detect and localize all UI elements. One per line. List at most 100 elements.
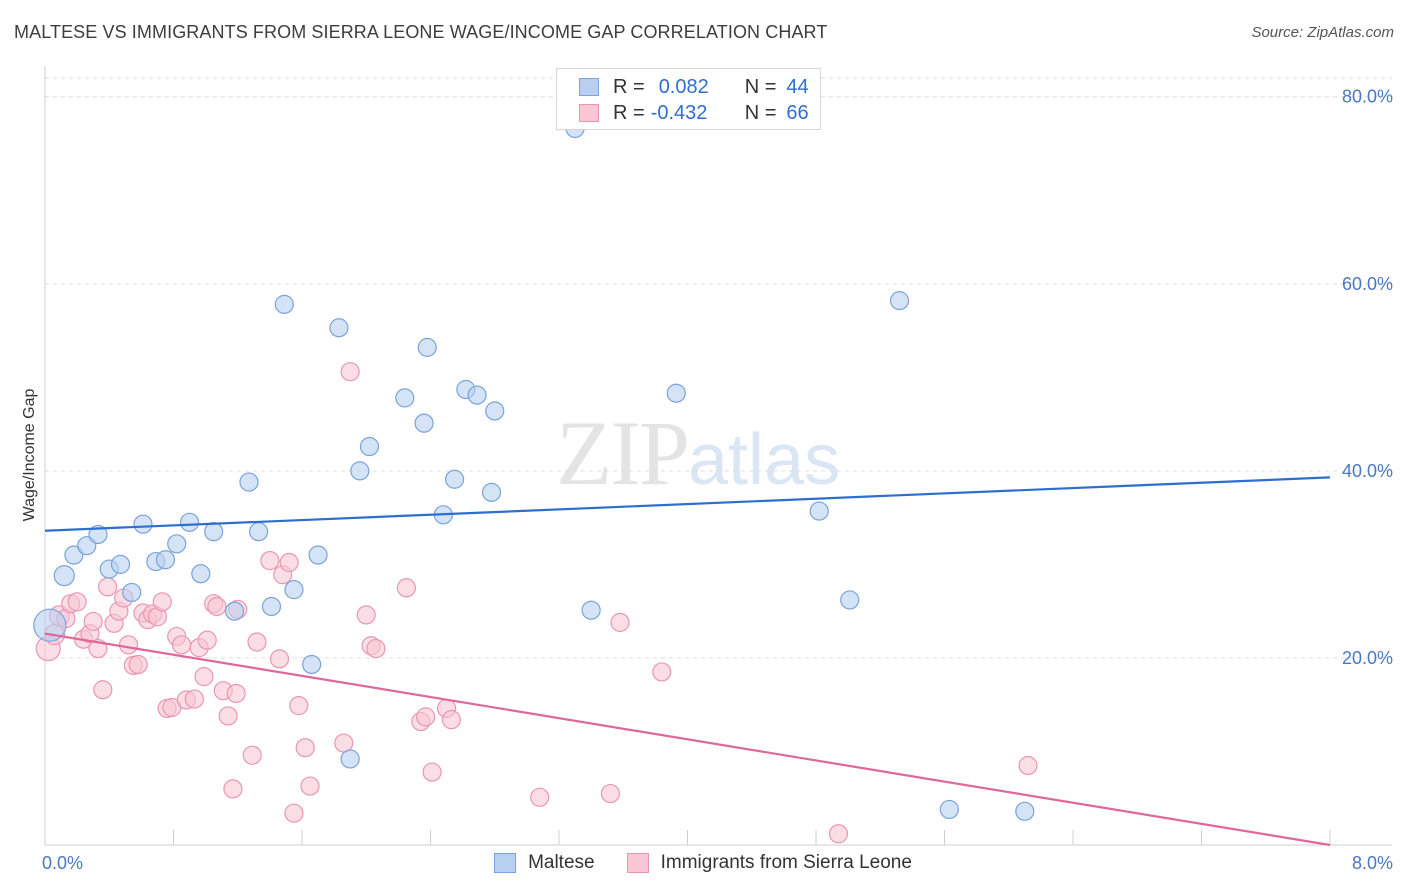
sierra-leone-point	[260, 551, 280, 571]
maltese-point	[444, 469, 465, 489]
maltese-point	[414, 413, 434, 433]
maltese-point	[308, 545, 328, 565]
legend-swatch-maltese	[494, 853, 517, 873]
sierra-leone-point	[340, 362, 360, 382]
sierra-leone-trend-line	[44, 632, 1331, 847]
sierra-leone-swatch	[579, 104, 599, 122]
maltese-point	[581, 600, 601, 620]
sierra-leone-point	[269, 649, 290, 669]
maltese-point	[350, 461, 370, 481]
maltese-swatch	[579, 78, 599, 96]
y-tick-label: 80.0%	[1342, 87, 1393, 107]
maltese-point	[302, 654, 322, 675]
maltese-point	[191, 564, 211, 584]
legend-label-maltese: Maltese	[528, 852, 595, 873]
sierra-leone-point	[98, 577, 118, 597]
r-value: -0.432	[650, 101, 708, 124]
n-label: N =	[744, 101, 777, 124]
y-tick-label: 60.0%	[1342, 274, 1393, 294]
sierra-leone-point	[83, 611, 103, 632]
stats-row-sierra-leone: R = -0.432 N = 66	[557, 101, 809, 125]
maltese-point	[666, 383, 686, 403]
maltese-point	[340, 749, 360, 769]
y-tick-label: 40.0%	[1342, 461, 1393, 481]
y-tick-label: 20.0%	[1342, 648, 1393, 668]
sierra-leone-point	[422, 762, 442, 782]
sierra-leone-point	[289, 696, 309, 716]
sierra-leone-point	[284, 803, 304, 823]
sierra-leone-point	[226, 683, 246, 704]
sierra-leone-point	[295, 738, 315, 758]
sierra-leone-point	[242, 745, 262, 765]
legend-item-maltese: Maltese	[494, 852, 595, 874]
maltese-point	[224, 601, 245, 621]
maltese-points	[33, 118, 1035, 821]
sierra-leone-point	[128, 654, 148, 675]
sierra-leone-point	[223, 779, 243, 799]
sierra-leone-point	[366, 638, 386, 659]
x-tick-label: 8.0%	[1352, 853, 1393, 873]
sierra-leone-point	[416, 707, 436, 727]
maltese-point	[53, 565, 75, 587]
maltese-point	[1015, 801, 1035, 821]
sierra-leone-point	[118, 635, 139, 655]
sierra-leone-point	[184, 689, 204, 709]
sierra-leone-point	[334, 733, 354, 753]
maltese-point	[284, 580, 304, 600]
sierra-leone-point	[171, 635, 192, 655]
watermark: ZIPatlas	[556, 400, 840, 506]
sierra-leone-point	[67, 592, 87, 612]
maltese-point	[33, 608, 67, 642]
maltese-point	[481, 482, 502, 502]
trend-lines	[44, 476, 1331, 847]
maltese-point	[359, 436, 380, 457]
r-label: R =	[613, 101, 645, 124]
bottom-legend: Maltese Immigrants from Sierra Leone	[0, 852, 1406, 874]
sierra-leone-point	[218, 706, 238, 726]
maltese-point	[133, 514, 153, 534]
source-label: Source: ZipAtlas.com	[1251, 24, 1394, 41]
n-value: 66	[786, 101, 809, 124]
sierra-leone-point	[279, 552, 299, 573]
stats-legend-box: R = 0.082 N = 44 R = -0.432 N = 66	[556, 68, 821, 130]
maltese-point	[395, 388, 415, 408]
sierra-leone-point	[530, 787, 550, 807]
n-value: 44	[786, 75, 809, 98]
sierra-leone-point	[197, 630, 217, 650]
maltese-point	[110, 554, 131, 574]
r-label: R =	[613, 75, 645, 98]
sierra-leone-point	[652, 662, 672, 682]
maltese-point	[204, 522, 224, 542]
sierra-leone-point	[356, 605, 376, 625]
sierra-leone-points	[35, 362, 1038, 844]
maltese-point	[122, 582, 142, 603]
maltese-point	[155, 550, 176, 570]
maltese-point	[274, 294, 294, 314]
maltese-point	[249, 522, 269, 542]
maltese-point	[239, 472, 259, 492]
maltese-point	[485, 401, 505, 421]
sierra-leone-point	[441, 710, 461, 730]
maltese-point	[179, 512, 200, 532]
maltese-point	[809, 501, 829, 521]
watermark-zip: ZIP	[556, 402, 690, 504]
axis-layer	[44, 66, 1392, 846]
sierra-leone-point	[247, 632, 267, 652]
sierra-leone-point	[600, 783, 621, 804]
r-value: 0.082	[658, 75, 709, 98]
sierra-leone-point	[152, 592, 172, 612]
maltese-point	[840, 590, 860, 610]
stats-row-maltese: R = 0.082 N = 44	[557, 75, 809, 99]
legend-swatch-sierra-leone	[626, 853, 649, 873]
maltese-point	[88, 524, 108, 545]
n-label: N =	[744, 75, 777, 98]
maltese-point	[889, 291, 910, 311]
maltese-point	[329, 318, 349, 338]
maltese-trend-line	[44, 476, 1331, 532]
maltese-point	[167, 534, 187, 554]
tick-labels: 20.0% 40.0% 60.0% 80.0% 0.0% 8.0%	[42, 87, 1393, 873]
legend-item-sierra-leone: Immigrants from Sierra Leone	[626, 852, 912, 874]
legend-label-sierra-leone: Immigrants from Sierra Leone	[660, 852, 912, 873]
watermark-atlas: atlas	[688, 420, 841, 500]
